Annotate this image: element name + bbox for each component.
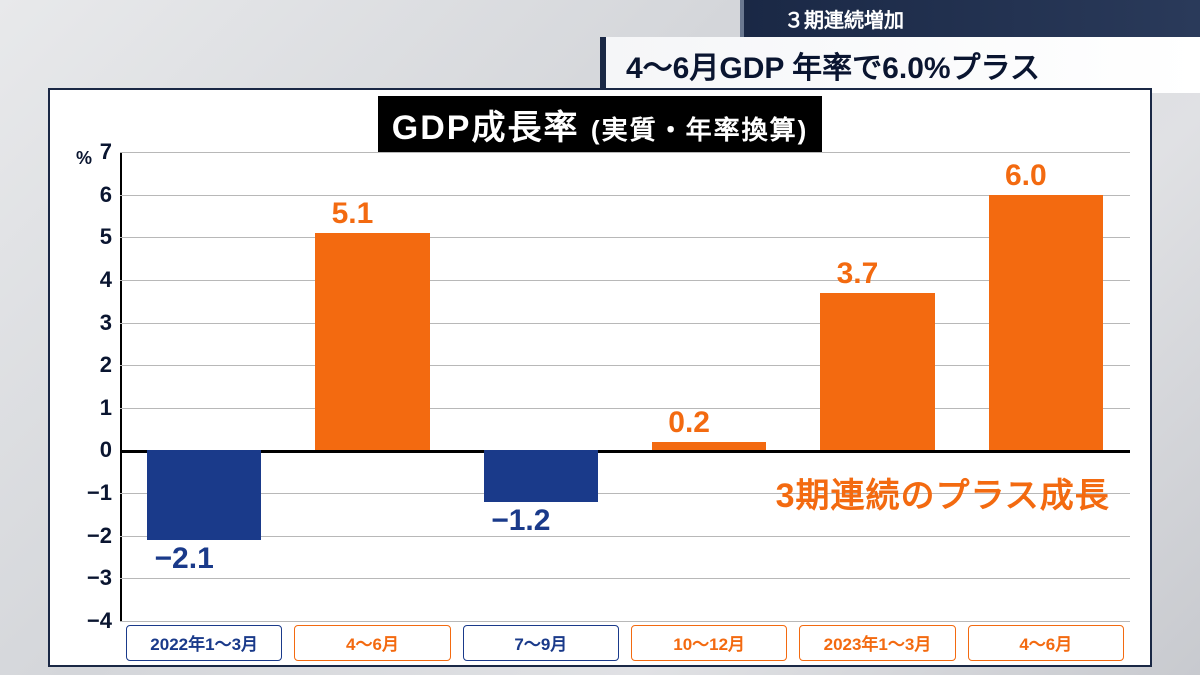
bar-value-label: −2.1 (127, 542, 241, 576)
bar (989, 195, 1103, 451)
chart-title-sub: (実質・年率換算) (591, 115, 808, 145)
y-axis-line (120, 152, 122, 621)
chart-title-main: GDP成長率 (392, 109, 580, 147)
y-tick: 2 (78, 352, 112, 378)
x-axis-label: 2022年1～3月 (126, 625, 282, 661)
zero-line (120, 450, 1130, 453)
bar (315, 233, 429, 450)
x-axis-label: 2023年1～3月 (799, 625, 955, 661)
bar-value-label: 0.2 (632, 406, 746, 440)
gridline (120, 536, 1130, 537)
plot-area: % 76543210−1−2−3−4−2.15.1−1.20.23.76.03期… (120, 152, 1130, 621)
gridline (120, 280, 1130, 281)
bar-value-label: 6.0 (969, 159, 1083, 193)
gridline (120, 152, 1130, 153)
gridline (120, 195, 1130, 196)
gridline (120, 621, 1130, 622)
x-axis-labels: 2022年1～3月 4～6月 7～9月 10～12月 2023年1～3月 4～6月 (120, 625, 1130, 661)
y-tick: −1 (78, 480, 112, 506)
gridline (120, 237, 1130, 238)
y-tick: 1 (78, 395, 112, 421)
bar (147, 450, 261, 540)
bar-value-label: 5.1 (295, 197, 409, 231)
y-tick: 5 (78, 224, 112, 250)
gridline (120, 578, 1130, 579)
chart-card: GDP成長率 (実質・年率換算) % 76543210−1−2−3−4−2.15… (48, 88, 1152, 667)
y-tick: 3 (78, 310, 112, 336)
x-axis-label: 7～9月 (463, 625, 619, 661)
y-tick: −3 (78, 565, 112, 591)
banner-small: ３期連続増加 (740, 0, 1200, 37)
bar-value-label: 3.7 (800, 257, 914, 291)
bar (820, 293, 934, 451)
banner-large: 4～6月GDP 年率で6.0%プラス (600, 37, 1200, 93)
x-axis-label: 4～6月 (968, 625, 1124, 661)
gridline (120, 323, 1130, 324)
y-tick: 0 (78, 437, 112, 463)
bar-value-label: −1.2 (464, 504, 578, 538)
bar (652, 442, 766, 451)
x-axis-label: 4～6月 (294, 625, 450, 661)
y-tick: −2 (78, 523, 112, 549)
y-tick: 4 (78, 267, 112, 293)
bar (484, 450, 598, 501)
y-tick: 6 (78, 182, 112, 208)
y-tick: 7 (78, 139, 112, 165)
chart-title: GDP成長率 (実質・年率換算) (378, 96, 822, 153)
gridline (120, 408, 1130, 409)
annotation-text: 3期連続のプラス成長 (776, 468, 1110, 517)
y-tick: −4 (78, 608, 112, 634)
gridline (120, 365, 1130, 366)
x-axis-label: 10～12月 (631, 625, 787, 661)
top-banners: ３期連続増加 4～6月GDP 年率で6.0%プラス (600, 0, 1200, 93)
